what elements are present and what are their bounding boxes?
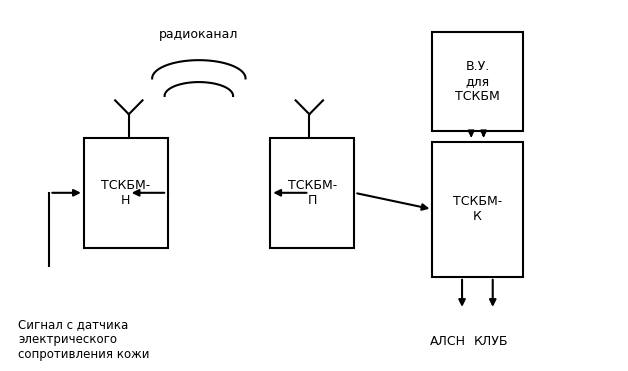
Text: ТСКБМ-
П: ТСКБМ- П [288, 179, 337, 207]
Text: ТСКБМ-
Н: ТСКБМ- Н [101, 179, 150, 207]
Text: АЛСН: АЛСН [430, 335, 466, 348]
Text: В.У.
для
ТСКБМ: В.У. для ТСКБМ [455, 60, 500, 103]
Text: радиоканал: радиоканал [159, 28, 239, 41]
FancyBboxPatch shape [432, 142, 522, 277]
Text: Сигнал с датчика
электрического
сопротивления кожи: Сигнал с датчика электрического сопротив… [18, 318, 150, 361]
FancyBboxPatch shape [271, 138, 354, 247]
FancyBboxPatch shape [432, 32, 522, 131]
Text: ТСКБМ-
К: ТСКБМ- К [453, 195, 502, 223]
FancyBboxPatch shape [84, 138, 168, 247]
Text: КЛУБ: КЛУБ [474, 335, 509, 348]
